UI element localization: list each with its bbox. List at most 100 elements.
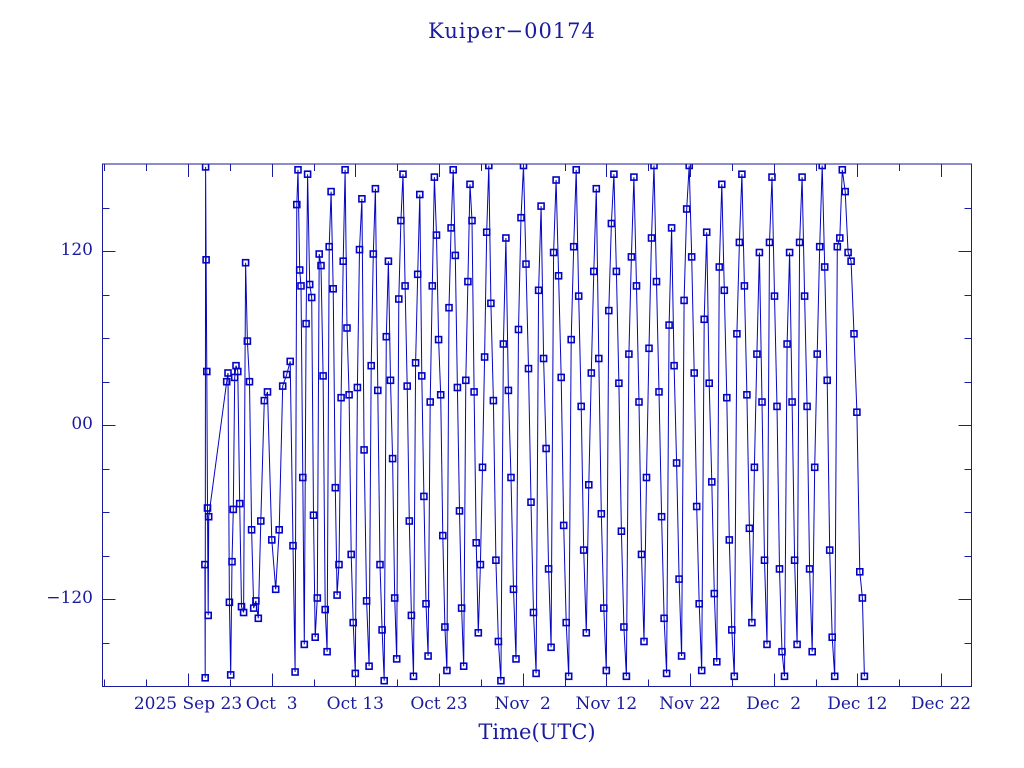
data-point-marker [529,608,538,617]
data-point-marker [612,267,621,276]
data-point-marker [655,388,663,396]
data-point-marker [234,367,242,376]
data-point-marker [482,228,491,236]
data-point-marker [305,280,314,289]
data-point-marker [720,286,729,295]
data-point-marker [241,258,250,267]
data-point-marker [453,383,462,392]
data-point-marker [607,219,616,228]
data-point-marker [260,396,269,405]
data-point-marker [547,643,555,652]
data-point-marker [432,231,441,239]
y-tick-label: 00 [71,414,93,435]
data-point-marker [707,478,716,486]
y-tick-label: −120 [46,588,93,609]
data-point-marker [860,672,869,681]
data-point-marker [411,358,420,367]
data-point-marker [282,370,291,379]
data-point-marker [818,164,827,170]
data-point-marker [420,492,428,501]
data-point-marker [378,626,386,634]
data-point-marker [773,402,781,411]
data-point-marker [349,618,358,627]
data-point-marker [226,671,235,679]
data-point-marker [790,556,799,565]
data-point-marker [775,565,784,573]
data-point-marker [204,512,213,521]
data-point-marker [594,354,603,363]
data-point-marker [243,337,252,345]
data-point-marker [823,376,832,385]
data-point-marker [339,257,348,266]
data-point-marker [317,261,325,270]
data-point-marker [309,511,318,520]
data-point-marker [204,611,212,620]
data-point-marker [738,170,746,178]
data-point-marker [544,565,553,573]
data-point-marker [604,306,613,315]
data-point-marker [484,164,493,170]
data-point-marker [841,187,850,196]
data-point-marker [559,521,568,530]
data-point-marker [697,666,706,675]
data-point-marker [855,567,864,576]
data-point-marker [657,512,666,521]
data-point-marker [722,393,731,402]
data-point-marker [597,509,606,518]
data-point-marker [835,234,844,242]
data-point-marker [369,250,378,258]
data-point-marker [371,184,380,193]
data-point-marker [743,390,751,399]
data-point-marker [552,176,560,184]
data-point-marker [313,594,322,602]
data-point-marker [203,504,212,512]
data-point-marker [577,402,586,411]
data-point-marker [652,277,661,286]
data-point-marker [753,350,761,358]
data-point-marker [617,527,626,536]
data-point-marker [745,524,754,533]
data-point-marker [858,594,867,602]
data-point-marker [504,386,513,395]
data-point-marker [557,373,566,382]
data-point-marker [331,483,340,492]
data-point-marker [645,344,653,353]
data-point-marker [509,585,518,594]
data-point-marker [539,354,548,363]
data-point-marker [788,398,796,406]
x-tick-label: Nov 22 [659,694,721,714]
data-point-marker [321,605,330,614]
data-point-marker [622,672,631,681]
data-point-marker [844,248,852,257]
data-point-marker [201,560,209,569]
data-point-marker [497,676,505,685]
data-point-marker [672,459,681,467]
data-point-marker [341,166,349,174]
data-point-marker [267,536,276,544]
data-point-marker [740,282,749,290]
x-tick-label: Dec 12 [827,694,888,714]
data-point-marker [303,170,312,178]
data-point-marker [695,599,704,608]
data-point-marker [275,525,284,534]
y-tick-label: 120 [60,240,93,261]
data-point-marker [239,608,248,617]
data-point-marker [294,166,302,174]
x-tick-label: Oct 13 [326,694,384,714]
data-point-marker [705,379,714,388]
data-point-marker [710,589,719,598]
data-point-marker [635,398,643,406]
data-point-marker [464,277,472,286]
data-point-marker [291,668,299,676]
data-point-marker [768,173,776,181]
data-point-marker [417,372,426,380]
data-point-marker [478,463,487,472]
data-point-marker [401,282,409,290]
data-point-marker [415,190,424,199]
data-point-marker [610,170,618,178]
data-point-marker [760,556,769,565]
data-point-marker [589,267,598,276]
data-point-marker [795,238,804,247]
data-point-marker [360,446,368,454]
data-point-marker [685,164,694,170]
